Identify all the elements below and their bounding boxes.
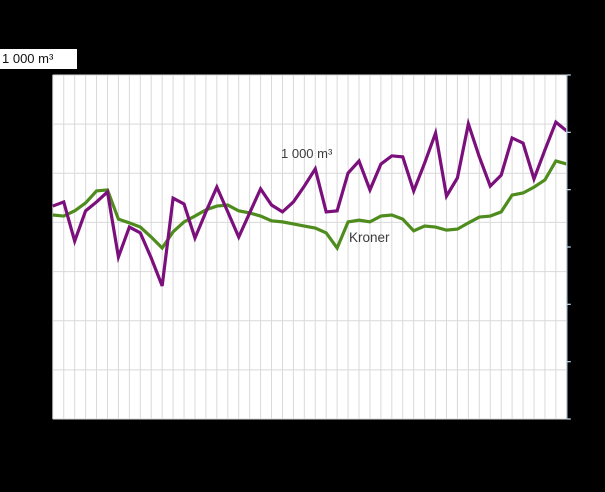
series-label-kroner: Kroner bbox=[349, 230, 390, 245]
chart-canvas: 1 000 m³ 1 000 m³ Kroner bbox=[0, 0, 605, 492]
plot-area bbox=[53, 75, 567, 419]
series-label-volume: 1 000 m³ bbox=[281, 146, 332, 161]
right-axis-with-ticks bbox=[567, 75, 571, 419]
line-chart bbox=[0, 0, 605, 492]
